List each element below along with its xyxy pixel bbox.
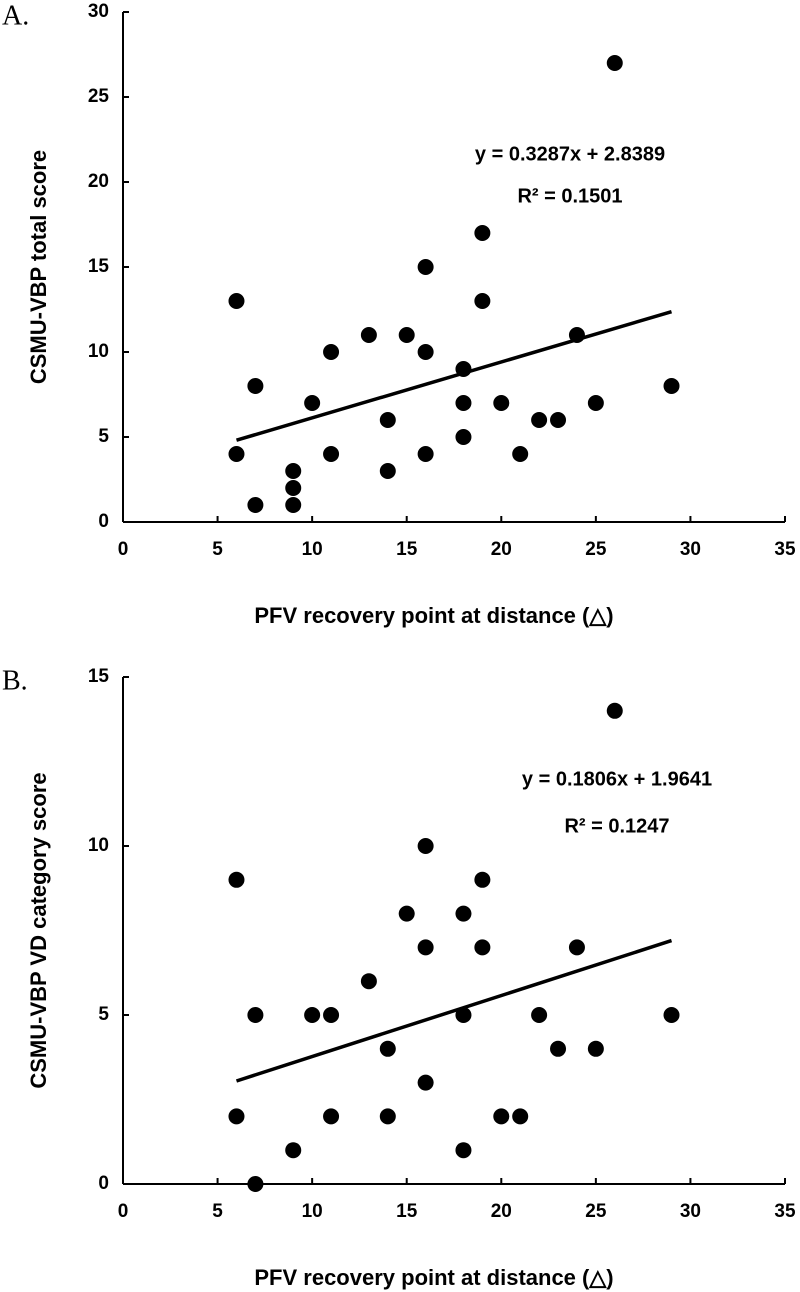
data-point xyxy=(455,1142,472,1159)
data-point xyxy=(568,939,585,956)
y-axis-label: CSMU-VBP VD category score xyxy=(26,772,51,1088)
data-point xyxy=(474,225,491,241)
x-tick-label: 15 xyxy=(396,539,418,560)
x-tick-label: 20 xyxy=(491,539,512,560)
panel-label: A. xyxy=(2,0,29,31)
x-tick-label: 35 xyxy=(774,1201,796,1222)
data-point xyxy=(398,905,415,922)
data-point xyxy=(512,1108,529,1125)
panel-label: B. xyxy=(2,665,28,696)
x-tick-label: 5 xyxy=(212,1201,223,1222)
data-point xyxy=(531,412,548,428)
data-point xyxy=(247,1176,264,1192)
data-point xyxy=(417,1074,434,1091)
r-squared: R² = 0.1501 xyxy=(517,185,622,207)
x-tick-label: 0 xyxy=(118,1201,129,1222)
x-tick-label: 35 xyxy=(774,539,796,560)
x-tick-label: 10 xyxy=(302,539,323,560)
y-tick-label: 25 xyxy=(88,86,110,107)
data-point xyxy=(285,463,302,479)
data-point xyxy=(417,446,434,462)
data-point xyxy=(663,378,680,394)
y-tick-label: 10 xyxy=(88,341,109,362)
data-point xyxy=(455,361,472,377)
data-point xyxy=(323,446,340,462)
data-point xyxy=(323,344,340,360)
y-tick-label: 20 xyxy=(88,171,109,192)
y-tick-label: 10 xyxy=(88,835,109,856)
data-point xyxy=(304,1007,321,1023)
data-point xyxy=(493,395,510,411)
data-point xyxy=(379,1040,396,1057)
data-point xyxy=(550,412,567,428)
y-tick-label: 30 xyxy=(88,1,109,22)
data-point xyxy=(550,1040,567,1057)
data-point xyxy=(379,1108,396,1125)
data-point xyxy=(398,327,415,343)
data-point xyxy=(663,1007,680,1023)
x-tick-label: 30 xyxy=(680,1201,701,1222)
data-point xyxy=(228,293,245,309)
data-point xyxy=(455,395,472,411)
data-point xyxy=(512,446,529,462)
data-point xyxy=(285,480,302,496)
x-tick-label: 15 xyxy=(396,1201,418,1222)
data-point xyxy=(417,259,434,275)
data-point xyxy=(474,939,491,956)
r-squared: R² = 0.1247 xyxy=(564,815,669,837)
data-point xyxy=(455,1007,472,1023)
y-tick-label: 5 xyxy=(98,1004,109,1025)
data-point xyxy=(228,446,245,462)
y-tick-label: 0 xyxy=(98,1173,109,1194)
data-point xyxy=(247,378,264,394)
data-point xyxy=(587,1040,604,1057)
x-tick-label: 25 xyxy=(585,1201,607,1222)
data-point xyxy=(247,1007,264,1023)
data-point xyxy=(379,412,396,428)
y-tick-label: 15 xyxy=(88,256,110,277)
data-point xyxy=(417,838,434,854)
trend-line xyxy=(235,938,673,1083)
data-point xyxy=(587,395,604,411)
y-tick-label: 5 xyxy=(98,426,109,447)
x-axis-label: PFV recovery point at distance (△) xyxy=(254,1265,613,1290)
x-tick-label: 0 xyxy=(118,539,129,560)
data-point xyxy=(474,871,491,888)
x-tick-label: 5 xyxy=(212,539,223,560)
data-point xyxy=(379,463,396,479)
data-point xyxy=(285,497,302,513)
x-tick-label: 20 xyxy=(491,1201,512,1222)
y-tick-label: 0 xyxy=(98,511,109,532)
y-tick-label: 15 xyxy=(88,666,110,687)
x-axis-label: PFV recovery point at distance (△) xyxy=(254,603,613,628)
data-point xyxy=(247,497,264,513)
y-axis-label: CSMU-VBP total score xyxy=(26,150,51,384)
trend-line xyxy=(235,310,673,442)
data-point xyxy=(304,395,321,411)
data-point xyxy=(568,327,585,343)
data-point xyxy=(474,293,491,309)
data-point xyxy=(360,327,377,343)
data-point xyxy=(455,429,472,445)
data-point xyxy=(417,939,434,956)
equation: y = 0.1806x + 1.9641 xyxy=(522,768,712,790)
x-tick-label: 25 xyxy=(585,539,607,560)
data-point xyxy=(360,973,377,990)
data-point xyxy=(606,55,623,71)
data-point xyxy=(606,702,623,719)
x-tick-label: 10 xyxy=(302,1201,323,1222)
data-point xyxy=(323,1108,340,1125)
data-point xyxy=(285,1142,302,1159)
data-point xyxy=(531,1007,548,1023)
data-point xyxy=(455,905,472,922)
data-point xyxy=(228,871,245,888)
data-point xyxy=(493,1108,510,1125)
data-point xyxy=(323,1007,340,1023)
data-point xyxy=(417,344,434,360)
equation: y = 0.3287x + 2.8389 xyxy=(475,143,665,165)
data-point xyxy=(228,1108,245,1125)
x-tick-label: 30 xyxy=(680,539,701,560)
